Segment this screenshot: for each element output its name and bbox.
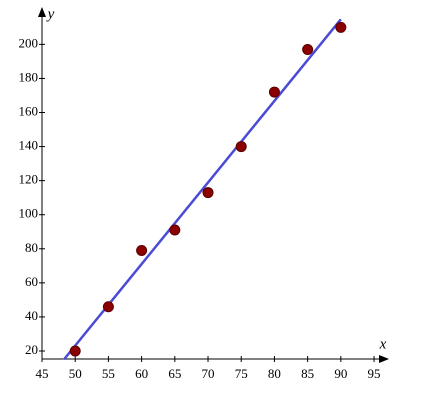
- y-tick-label: 160: [19, 103, 39, 118]
- y-tick-label: 180: [19, 69, 39, 84]
- y-tick-label: 40: [25, 308, 38, 323]
- x-tick-label: 50: [69, 366, 82, 381]
- x-tick-label: 60: [135, 366, 148, 381]
- data-point: [235, 141, 247, 153]
- data-point: [268, 86, 280, 98]
- y-tick-label: 200: [19, 35, 39, 50]
- x-tick-label: 95: [368, 366, 381, 381]
- x-axis-title: x: [379, 336, 387, 352]
- x-tick-label: 75: [235, 366, 248, 381]
- y-tick-label: 100: [19, 206, 39, 221]
- x-tick-label: 65: [168, 366, 181, 381]
- x-tick-label: 45: [36, 366, 49, 381]
- y-tick-label: 60: [25, 274, 38, 289]
- y-tick-label: 20: [25, 342, 38, 357]
- x-tick-label: 70: [202, 366, 215, 381]
- data-point: [302, 43, 314, 55]
- x-tick-label: 55: [102, 366, 115, 381]
- y-tick-label: 80: [25, 240, 38, 255]
- data-point: [169, 224, 181, 236]
- x-tick-label: 90: [334, 366, 347, 381]
- data-point: [335, 21, 347, 33]
- y-tick-label: 140: [19, 138, 39, 153]
- data-point: [102, 301, 114, 313]
- data-point: [69, 345, 81, 357]
- data-point: [136, 244, 148, 256]
- x-tick-label: 80: [268, 366, 281, 381]
- data-point: [202, 187, 214, 199]
- x-tick-label: 85: [301, 366, 314, 381]
- y-axis-title: y: [46, 6, 55, 22]
- y-tick-label: 120: [19, 172, 39, 187]
